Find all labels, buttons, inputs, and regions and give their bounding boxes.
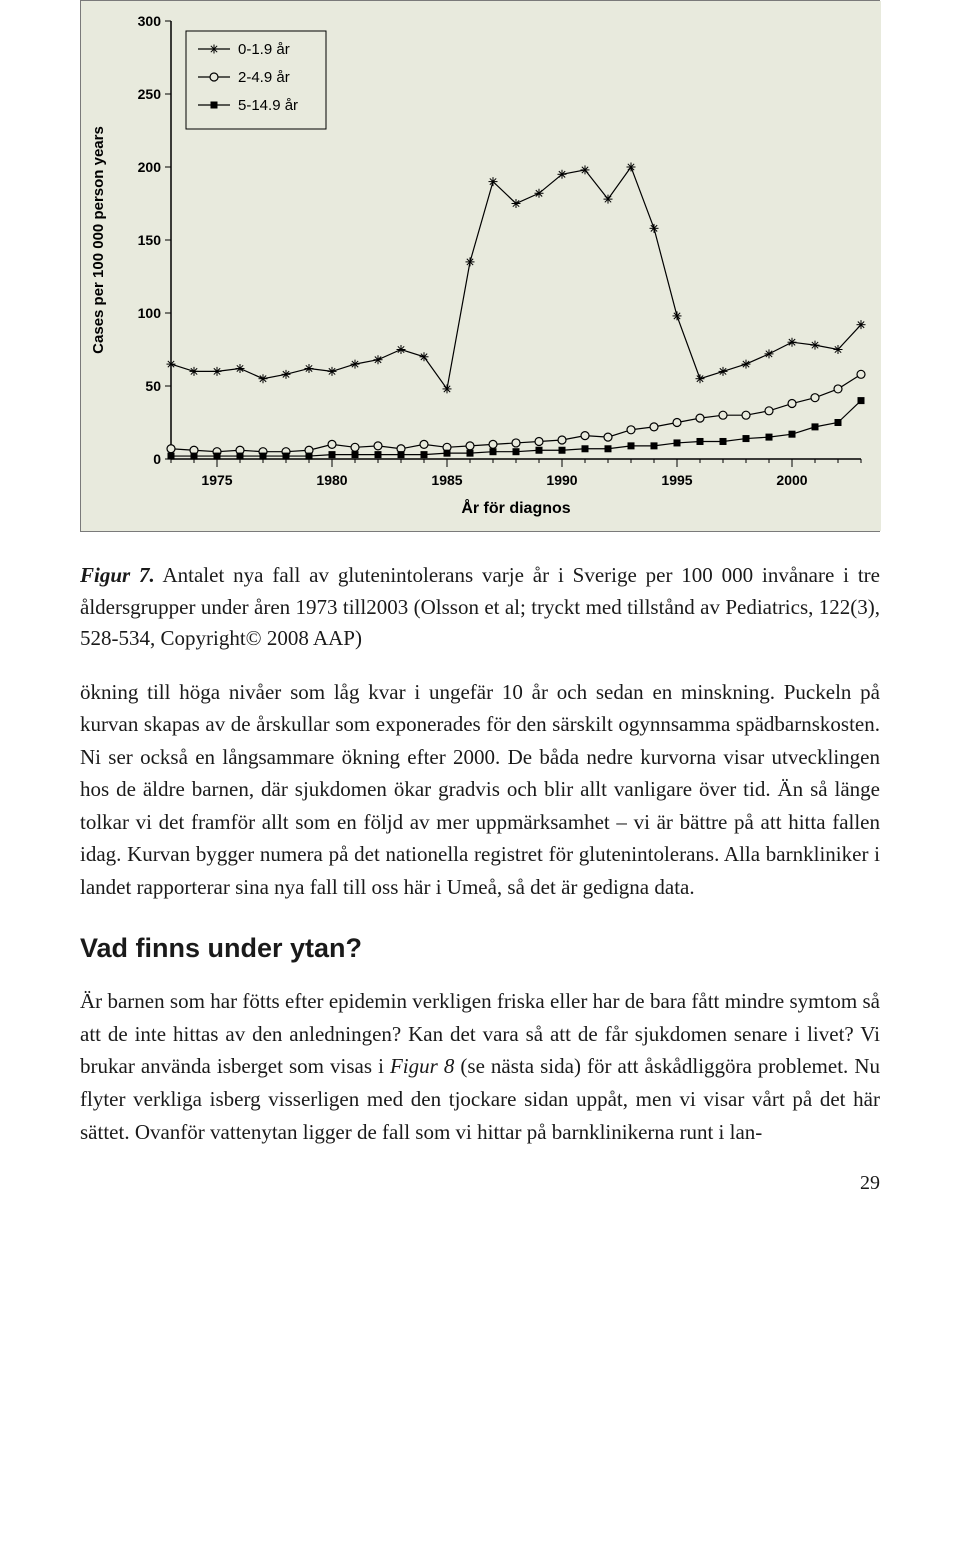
svg-text:200: 200	[138, 159, 162, 175]
svg-text:100: 100	[138, 305, 162, 321]
svg-text:1985: 1985	[431, 472, 462, 488]
svg-text:2000: 2000	[776, 472, 807, 488]
line-chart-svg: 0 50 100 150 200 250 300 Cases per 100 000 pers…	[81, 1, 881, 531]
svg-text:2-4.9 år: 2-4.9 år	[238, 69, 290, 86]
svg-text:1995: 1995	[661, 472, 692, 488]
figure-8-reference: Figur 8	[390, 1054, 454, 1078]
svg-text:Cases per 100 000 person years: Cases per 100 000 person years	[90, 126, 107, 354]
svg-text:50: 50	[145, 378, 161, 394]
svg-text:150: 150	[138, 232, 162, 248]
figure-7-chart: 0 50 100 150 200 250 300 Cases per 100 000 pers…	[80, 0, 880, 532]
figure-7-caption: Figur 7. Antalet nya fall av glutenintol…	[80, 560, 880, 655]
svg-text:1980: 1980	[316, 472, 347, 488]
svg-text:1990: 1990	[546, 472, 577, 488]
figure-label: Figur 7.	[80, 563, 155, 587]
body-paragraph-1: ökning till höga nivåer som låg kvar i u…	[80, 676, 880, 904]
svg-text:0-1.9 år: 0-1.9 år	[238, 41, 290, 58]
svg-text:5-14.9 år: 5-14.9 år	[238, 97, 298, 114]
svg-text:0: 0	[153, 451, 161, 467]
svg-text:År för diagnos: År för diagnos	[461, 498, 570, 517]
svg-text:1975: 1975	[201, 472, 232, 488]
svg-text:300: 300	[138, 13, 162, 29]
section-heading: Vad finns under ytan?	[80, 933, 880, 964]
body-paragraph-2: Är barnen som har fötts efter epidemin v…	[80, 985, 880, 1148]
svg-text:250: 250	[138, 86, 162, 102]
document-page: 0 50 100 150 200 250 300 Cases per 100 000 pers…	[0, 0, 960, 1235]
page-number: 29	[80, 1172, 880, 1195]
figure-caption-text: Antalet nya fall av glutenintolerans var…	[80, 563, 880, 650]
